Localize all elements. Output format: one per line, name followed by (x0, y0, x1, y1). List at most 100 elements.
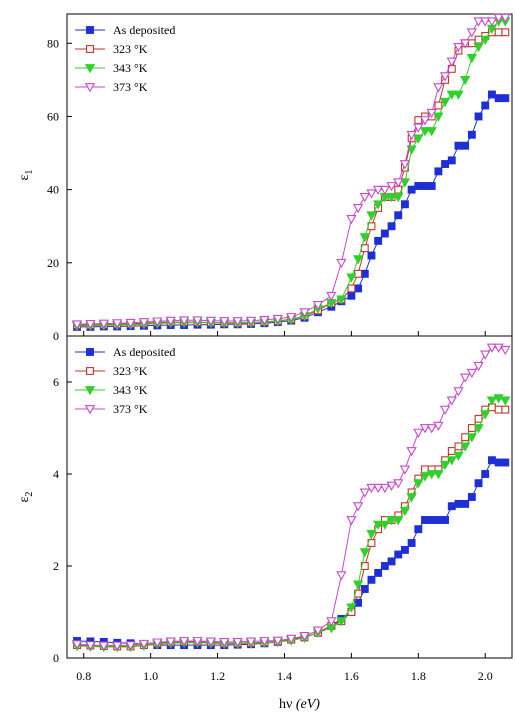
data-point-bottom-0 (427, 516, 436, 524)
data-point-top-3 (152, 317, 163, 327)
data-point-top-0 (481, 101, 490, 110)
y-axis-title-bottom: ε2 (17, 492, 35, 503)
data-point-bottom-1 (421, 465, 429, 474)
data-point-bottom-0 (367, 575, 376, 584)
legend-label-bottom-3: 373 °K (113, 402, 148, 416)
data-point-bottom-2 (466, 433, 477, 443)
data-point-bottom-3 (85, 641, 96, 651)
data-point-top-0 (467, 130, 476, 139)
data-point-bottom-3 (393, 479, 404, 489)
plot-frame-bottom (66, 335, 513, 659)
data-point-bottom-3 (446, 396, 457, 406)
data-point-bottom-3 (336, 571, 347, 581)
data-point-top-3 (419, 116, 431, 126)
legend-label-bottom-1: 323 °K (113, 364, 148, 378)
data-point-bottom-2 (460, 442, 471, 452)
legend-marker-bottom-2 (84, 386, 96, 396)
data-point-bottom-0 (380, 562, 389, 570)
data-point-bottom-0 (487, 456, 496, 465)
x-tick-label: 2.0 (478, 669, 493, 683)
legend-marker-top-1 (86, 45, 94, 53)
data-point-top-0 (501, 94, 510, 103)
data-point-bottom-3 (473, 361, 484, 372)
data-point-bottom-3 (178, 637, 190, 647)
legend-label-top-2: 343 °K (113, 61, 148, 75)
data-point-top-3 (393, 178, 404, 188)
x-tick-label: 1.4 (277, 669, 292, 683)
data-point-top-2 (386, 193, 397, 203)
data-point-bottom-3 (259, 637, 270, 647)
data-point-bottom-0 (454, 499, 463, 508)
data-point-top-3 (352, 204, 364, 214)
data-point-top-0 (474, 112, 483, 121)
data-point-top-0 (414, 182, 423, 190)
data-point-top-0 (494, 94, 503, 103)
data-point-bottom-3 (152, 638, 163, 648)
data-point-top-0 (487, 90, 496, 99)
data-point-top-0 (354, 284, 363, 293)
data-point-bottom-2 (406, 493, 417, 503)
data-point-bottom-2 (379, 520, 390, 530)
data-point-top-3 (299, 308, 310, 318)
data-point-top-3 (98, 319, 109, 329)
data-point-bottom-3 (359, 488, 370, 498)
legend-label-top-3: 373 °K (113, 80, 148, 94)
data-point-bottom-3 (386, 481, 397, 491)
data-point-bottom-0 (494, 458, 503, 467)
series-line-bottom-1 (76, 406, 506, 647)
data-point-bottom-3 (433, 421, 444, 432)
data-point-bottom-0 (447, 502, 456, 511)
data-point-bottom-1 (447, 447, 456, 455)
data-point-bottom-1 (501, 405, 510, 414)
data-point-bottom-3 (138, 639, 150, 650)
data-point-top-1 (501, 28, 510, 37)
y-axis-title-top: ε1 (17, 170, 35, 181)
x-tick-label: 1.2 (210, 669, 225, 683)
data-point-top-2 (399, 178, 411, 188)
data-point-bottom-3 (500, 345, 511, 356)
data-point-top-3 (178, 316, 190, 326)
data-point-bottom-2 (486, 396, 498, 406)
data-point-top-3 (286, 313, 297, 323)
data-point-bottom-3 (192, 637, 203, 647)
data-point-bottom-3 (232, 637, 243, 648)
data-point-bottom-2 (480, 410, 491, 420)
data-point-top-2 (406, 145, 417, 155)
data-point-bottom-2 (453, 451, 464, 461)
data-point-bottom-3 (312, 626, 324, 636)
x-tick-label: 1.8 (411, 669, 426, 683)
data-point-bottom-2 (446, 456, 457, 466)
data-point-top-3 (379, 185, 390, 195)
x-tick-label: 0.8 (76, 669, 91, 683)
data-point-bottom-3 (125, 641, 136, 651)
data-point-top-0 (394, 211, 403, 220)
data-point-top-2 (393, 193, 404, 203)
data-point-top-3 (245, 316, 257, 326)
data-point-bottom-3 (219, 637, 230, 648)
data-point-top-2 (466, 53, 477, 64)
data-point-top-0 (400, 200, 409, 209)
x-tick-label: 1.0 (143, 669, 158, 683)
data-point-top-3 (486, 17, 498, 27)
data-point-top-0 (441, 160, 450, 168)
data-point-top-0 (407, 185, 416, 194)
legend-label-top-0: As deposited (113, 23, 175, 37)
data-point-bottom-3 (399, 465, 411, 475)
data-point-bottom-3 (286, 634, 297, 645)
data-point-bottom-0 (407, 539, 416, 547)
data-point-top-3 (493, 13, 504, 23)
data-point-top-3 (138, 318, 150, 328)
data-point-bottom-2 (473, 424, 484, 434)
data-point-bottom-1 (454, 442, 463, 451)
data-point-bottom-0 (400, 545, 409, 554)
data-point-bottom-3 (272, 636, 283, 646)
y-tick-label-top: 20 (47, 256, 59, 270)
data-point-top-3 (473, 17, 484, 27)
data-point-bottom-1 (474, 414, 483, 423)
data-point-top-0 (421, 182, 429, 190)
data-point-bottom-0 (461, 499, 470, 508)
y-tick-label-top: 80 (47, 36, 59, 50)
data-point-bottom-3 (486, 343, 498, 353)
data-point-top-3 (439, 72, 451, 82)
data-point-top-0 (380, 229, 389, 238)
